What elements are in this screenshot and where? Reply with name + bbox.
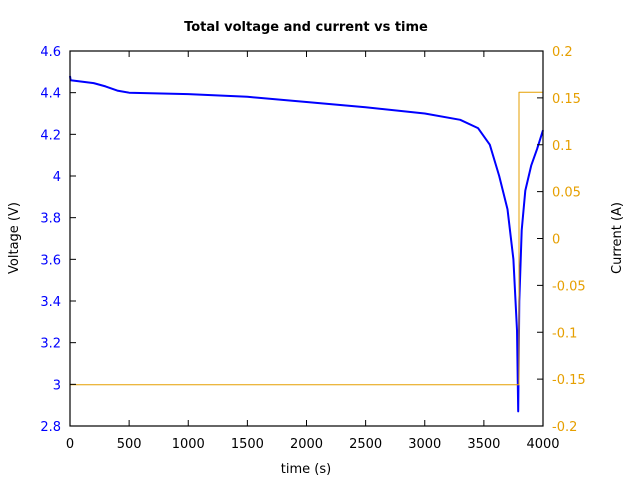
- y-tick-label: 4.6: [40, 45, 61, 60]
- y-axis-label: Voltage (V): [7, 202, 22, 274]
- y2-tick-label: -0.05: [552, 279, 586, 294]
- y-tick-label: 3.4: [40, 295, 61, 310]
- y2-tick-label: -0.15: [552, 373, 586, 388]
- y-tick-label: 2.8: [40, 420, 61, 435]
- current-line: [70, 91, 543, 386]
- y-tick-label: 4.2: [40, 128, 61, 143]
- y2-tick-label: 0: [552, 233, 560, 248]
- x-tick-label: 500: [117, 437, 142, 452]
- y2-tick-label: -0.1: [552, 326, 577, 341]
- y2-tick-label: 0.1: [552, 139, 573, 154]
- x-tick-label: 3000: [408, 437, 441, 452]
- y-tick-label: 3.8: [40, 212, 61, 227]
- x-tick-label: 2000: [290, 437, 323, 452]
- y2-tick-label: 0.15: [552, 92, 581, 107]
- y2-tick-label: 0.05: [552, 186, 581, 201]
- x-tick-label: 2500: [349, 437, 382, 452]
- y-tick-label: 3.6: [40, 253, 61, 268]
- series-layer: [69, 75, 544, 413]
- y2-tick-label: 0.2: [552, 45, 573, 60]
- x-axis-label: time (s): [281, 462, 331, 477]
- y-tick-label: 4: [53, 170, 61, 185]
- x-tick-label: 0: [66, 437, 74, 452]
- x-tick-label: 3500: [467, 437, 500, 452]
- x-tick-label: 4000: [526, 437, 559, 452]
- chart-title: Total voltage and current vs time: [184, 20, 428, 35]
- y-tick-label: 4.4: [40, 87, 61, 102]
- plot-frame: [69, 50, 544, 427]
- y2-tick-label: -0.2: [552, 420, 577, 435]
- ticks-layer: 0 500 1000 1500 2000 2500 3000 3500 4000 2.8 3 3.2 3…: [40, 45, 585, 452]
- y-tick-label: 3: [53, 378, 61, 393]
- voltage-line: [69, 75, 544, 413]
- y2-axis-label: Current (A): [610, 202, 625, 274]
- x-tick-label: 1000: [172, 437, 205, 452]
- y-tick-label: 3.2: [40, 337, 61, 352]
- x-tick-label: 1500: [231, 437, 264, 452]
